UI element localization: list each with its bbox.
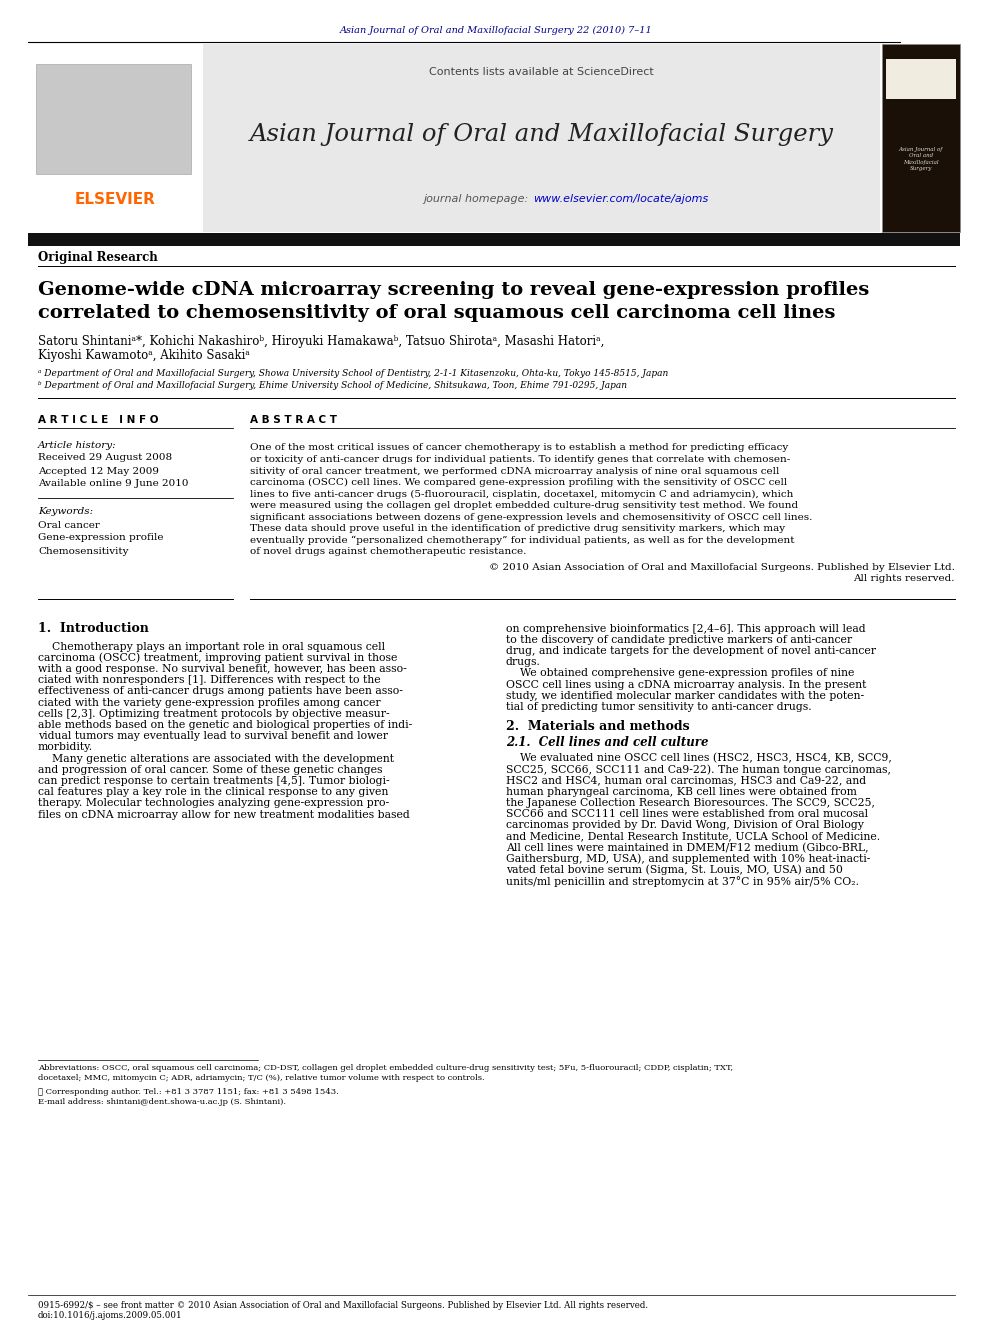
Text: Satoru Shintaniᵃ*, Kohichi Nakashiroᵇ, Hiroyuki Hamakawaᵇ, Tatsuo Shirotaᵃ, Masa: Satoru Shintaniᵃ*, Kohichi Nakashiroᵇ, H… — [38, 336, 604, 348]
Text: Many genetic alterations are associated with the development: Many genetic alterations are associated … — [38, 754, 394, 763]
Text: to the discovery of candidate predictive markers of anti-cancer: to the discovery of candidate predictive… — [506, 635, 852, 644]
Text: © 2010 Asian Association of Oral and Maxillofacial Surgeons. Published by Elsevi: © 2010 Asian Association of Oral and Max… — [489, 562, 955, 572]
Text: study, we identified molecular marker candidates with the poten-: study, we identified molecular marker ca… — [506, 691, 864, 701]
Text: Received 29 August 2008: Received 29 August 2008 — [38, 454, 173, 463]
Text: Accepted 12 May 2009: Accepted 12 May 2009 — [38, 467, 159, 475]
Text: eventually provide “personalized chemotherapy” for individual patients, as well : eventually provide “personalized chemoth… — [250, 536, 795, 545]
Text: ᵇ Department of Oral and Maxillofacial Surgery, Ehime University School of Medic: ᵇ Department of Oral and Maxillofacial S… — [38, 381, 627, 389]
Text: cal features play a key role in the clinical response to any given: cal features play a key role in the clin… — [38, 787, 389, 796]
Text: Keywords:: Keywords: — [38, 508, 93, 516]
Text: units/ml penicillin and streptomycin at 37°C in 95% air/5% CO₂.: units/ml penicillin and streptomycin at … — [506, 876, 859, 886]
Text: SCC25, SCC66, SCC111 and Ca9-22). The human tongue carcinomas,: SCC25, SCC66, SCC111 and Ca9-22). The hu… — [506, 763, 891, 774]
Text: cells [2,3]. Optimizing treatment protocols by objective measur-: cells [2,3]. Optimizing treatment protoc… — [38, 709, 390, 718]
Text: OSCC cell lines using a cDNA microarray analysis. In the present: OSCC cell lines using a cDNA microarray … — [506, 680, 866, 689]
Text: 2.1.  Cell lines and cell culture: 2.1. Cell lines and cell culture — [506, 736, 708, 749]
Text: or toxicity of anti-cancer drugs for individual patients. To identify genes that: or toxicity of anti-cancer drugs for ind… — [250, 455, 791, 464]
Text: SCC66 and SCC111 cell lines were established from oral mucosal: SCC66 and SCC111 cell lines were establi… — [506, 810, 868, 819]
Text: files on cDNA microarray allow for new treatment modalities based: files on cDNA microarray allow for new t… — [38, 810, 410, 819]
Text: drug, and indicate targets for the development of novel anti-cancer: drug, and indicate targets for the devel… — [506, 646, 876, 656]
Text: Gene-expression profile: Gene-expression profile — [38, 533, 164, 542]
Text: were measured using the collagen gel droplet embedded culture-drug sensitivity t: were measured using the collagen gel dro… — [250, 501, 799, 509]
Text: vidual tumors may eventually lead to survival benefit and lower: vidual tumors may eventually lead to sur… — [38, 732, 388, 741]
Text: Gaithersburg, MD, USA), and supplemented with 10% heat-inacti-: Gaithersburg, MD, USA), and supplemented… — [506, 853, 870, 864]
Text: ELSEVIER: ELSEVIER — [75, 192, 156, 206]
Text: effectiveness of anti-cancer drugs among patients have been asso-: effectiveness of anti-cancer drugs among… — [38, 687, 403, 696]
Text: 2.  Materials and methods: 2. Materials and methods — [506, 720, 689, 733]
Bar — [28, 44, 203, 232]
Text: HSC2 and HSC4, human oral carcinomas, HSC3 and Ca9-22, and: HSC2 and HSC4, human oral carcinomas, HS… — [506, 775, 866, 786]
Text: A R T I C L E   I N F O: A R T I C L E I N F O — [38, 415, 159, 425]
Text: and Medicine, Dental Research Institute, UCLA School of Medicine.: and Medicine, Dental Research Institute,… — [506, 831, 880, 841]
Text: 0915-6992/$ – see front matter © 2010 Asian Association of Oral and Maxillofacia: 0915-6992/$ – see front matter © 2010 As… — [38, 1301, 648, 1310]
Text: All cell lines were maintained in DMEM/F12 medium (Gibco-BRL,: All cell lines were maintained in DMEM/F… — [506, 843, 869, 853]
Bar — [882, 44, 960, 232]
Text: journal homepage:: journal homepage: — [423, 194, 532, 204]
Text: Chemosensitivity: Chemosensitivity — [38, 546, 129, 556]
Text: and progression of oral cancer. Some of these genetic changes: and progression of oral cancer. Some of … — [38, 765, 383, 775]
Text: www.elsevier.com/locate/ajoms: www.elsevier.com/locate/ajoms — [534, 194, 708, 204]
Text: One of the most critical issues of cancer chemotherapy is to establish a method : One of the most critical issues of cance… — [250, 443, 789, 452]
Text: ciated with the variety gene-expression profiles among cancer: ciated with the variety gene-expression … — [38, 697, 381, 708]
Text: carcinoma (OSCC) cell lines. We compared gene-expression profiling with the sens: carcinoma (OSCC) cell lines. We compared… — [250, 478, 788, 487]
Text: We evaluated nine OSCC cell lines (HSC2, HSC3, HSC4, KB, SCC9,: We evaluated nine OSCC cell lines (HSC2,… — [506, 753, 892, 763]
Text: on comprehensive bioinformatics [2,4–6]. This approach will lead: on comprehensive bioinformatics [2,4–6].… — [506, 623, 866, 634]
Text: the Japanese Collection Research Bioresources. The SCC9, SCC25,: the Japanese Collection Research Bioreso… — [506, 798, 875, 808]
Bar — [28, 233, 960, 246]
Text: ciated with nonresponders [1]. Differences with respect to the: ciated with nonresponders [1]. Differenc… — [38, 675, 381, 685]
Text: Abbreviations: OSCC, oral squamous cell carcinoma; CD-DST, collagen gel droplet : Abbreviations: OSCC, oral squamous cell … — [38, 1064, 733, 1072]
Text: Genome-wide cDNA microarray screening to reveal gene-expression profiles: Genome-wide cDNA microarray screening to… — [38, 280, 869, 299]
Text: docetaxel; MMC, mitomycin C; ADR, adriamycin; T/C (%), relative tumor volume wit: docetaxel; MMC, mitomycin C; ADR, adriam… — [38, 1074, 485, 1082]
Text: carcinomas provided by Dr. David Wong, Division of Oral Biology: carcinomas provided by Dr. David Wong, D… — [506, 820, 864, 831]
Text: able methods based on the genetic and biological properties of indi-: able methods based on the genetic and bi… — [38, 720, 413, 730]
Text: Contents lists available at ScienceDirect: Contents lists available at ScienceDirec… — [430, 67, 654, 77]
Text: All rights reserved.: All rights reserved. — [853, 574, 955, 583]
Text: significant associations between dozens of gene-expression levels and chemosensi: significant associations between dozens … — [250, 512, 812, 521]
Bar — [36, 64, 191, 175]
Text: Chemotherapy plays an important role in oral squamous cell: Chemotherapy plays an important role in … — [38, 642, 385, 651]
Text: lines to five anti-cancer drugs (5-fluorouracil, cisplatin, docetaxel, mitomycin: lines to five anti-cancer drugs (5-fluor… — [250, 490, 794, 499]
Text: Asian Journal of Oral and Maxillofacial Surgery: Asian Journal of Oral and Maxillofacial … — [250, 123, 833, 146]
Bar — [886, 60, 956, 99]
Text: E-mail address: shintani@dent.showa-u.ac.jp (S. Shintani).: E-mail address: shintani@dent.showa-u.ac… — [38, 1098, 286, 1106]
Text: correlated to chemosensitivity of oral squamous cell carcinoma cell lines: correlated to chemosensitivity of oral s… — [38, 304, 835, 321]
Text: with a good response. No survival benefit, however, has been asso-: with a good response. No survival benefi… — [38, 664, 407, 673]
Text: ★ Corresponding author. Tel.: +81 3 3787 1151; fax: +81 3 5498 1543.: ★ Corresponding author. Tel.: +81 3 3787… — [38, 1088, 338, 1095]
Bar — [28, 44, 880, 232]
Text: human pharyngeal carcinoma, KB cell lines were obtained from: human pharyngeal carcinoma, KB cell line… — [506, 787, 857, 796]
Text: Oral cancer: Oral cancer — [38, 520, 100, 529]
Text: carcinoma (OSCC) treatment, improving patient survival in those: carcinoma (OSCC) treatment, improving pa… — [38, 652, 398, 663]
Text: doi:10.1016/j.ajoms.2009.05.001: doi:10.1016/j.ajoms.2009.05.001 — [38, 1311, 183, 1320]
Text: We obtained comprehensive gene-expression profiles of nine: We obtained comprehensive gene-expressio… — [506, 668, 854, 679]
Text: morbidity.: morbidity. — [38, 742, 93, 753]
Text: Asian Journal of
Oral and
Maxillofacial
Surgery: Asian Journal of Oral and Maxillofacial … — [899, 147, 943, 172]
Text: These data should prove useful in the identification of predictive drug sensitiv: These data should prove useful in the id… — [250, 524, 785, 533]
Text: drugs.: drugs. — [506, 658, 541, 667]
Text: 1.  Introduction: 1. Introduction — [38, 622, 149, 635]
Text: Asian Journal of Oral and Maxillofacial Surgery 22 (2010) 7–11: Asian Journal of Oral and Maxillofacial … — [339, 25, 653, 34]
Text: therapy. Molecular technologies analyzing gene-expression pro-: therapy. Molecular technologies analyzin… — [38, 798, 389, 808]
Text: Original Research: Original Research — [38, 251, 158, 265]
Text: can predict response to certain treatments [4,5]. Tumor biologi-: can predict response to certain treatmen… — [38, 775, 390, 786]
Text: Available online 9 June 2010: Available online 9 June 2010 — [38, 479, 188, 488]
Text: Article history:: Article history: — [38, 441, 117, 450]
Text: Kiyoshi Kawamotoᵃ, Akihito Sasakiᵃ: Kiyoshi Kawamotoᵃ, Akihito Sasakiᵃ — [38, 349, 250, 363]
Text: A B S T R A C T: A B S T R A C T — [250, 415, 337, 425]
Text: tial of predicting tumor sensitivity to anti-cancer drugs.: tial of predicting tumor sensitivity to … — [506, 703, 811, 712]
Text: of novel drugs against chemotherapeutic resistance.: of novel drugs against chemotherapeutic … — [250, 546, 527, 556]
Text: ᵃ Department of Oral and Maxillofacial Surgery, Showa University School of Denti: ᵃ Department of Oral and Maxillofacial S… — [38, 369, 669, 377]
Text: sitivity of oral cancer treatment, we performed cDNA microarray analysis of nine: sitivity of oral cancer treatment, we pe… — [250, 467, 780, 475]
Text: vated fetal bovine serum (Sigma, St. Louis, MO, USA) and 50: vated fetal bovine serum (Sigma, St. Lou… — [506, 865, 843, 876]
